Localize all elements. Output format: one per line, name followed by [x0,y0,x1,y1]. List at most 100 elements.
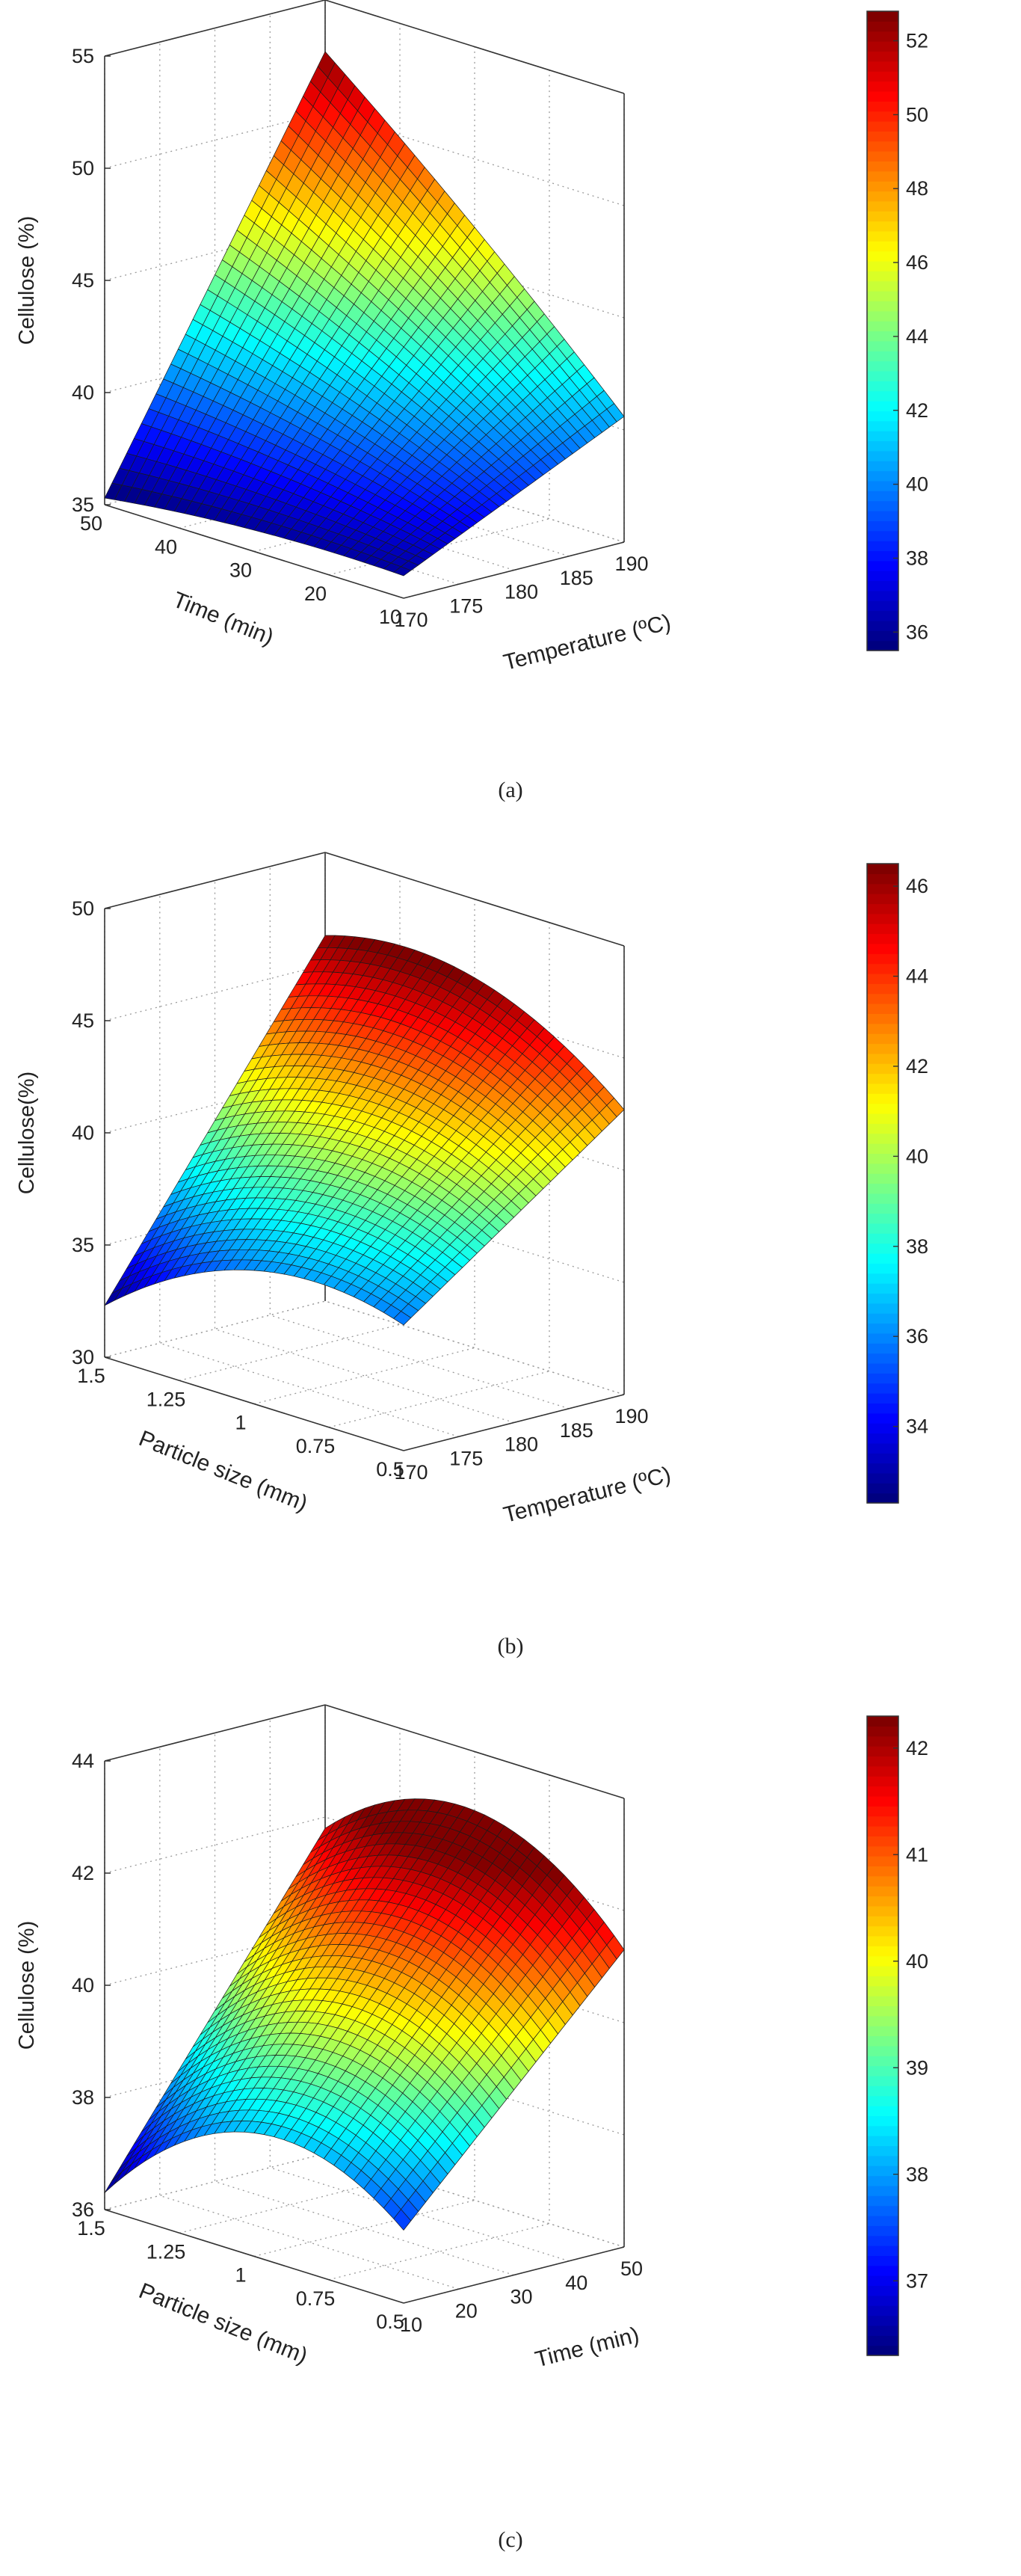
colorbar-band [867,250,898,262]
colorbar-band [867,221,898,232]
x-tick-label: 170 [394,1461,428,1484]
colorbar-tick-label: 40 [906,473,928,496]
colorbar-tick-label: 52 [906,30,928,52]
colorbar-band [867,2185,898,2196]
colorbar-band [867,983,898,995]
colorbar-band [867,1472,898,1484]
colorbar-band [867,541,898,552]
surface-plot-svg: 36 38 40 42 44 10 20 30 40 50 0.5 0.75 1 1.25 1.5 Cellu… [15,1704,928,2372]
colorbar-band [867,491,898,502]
x-tick-label: 40 [565,2272,587,2294]
colorbar-band [867,1023,898,1034]
colorbar-band [867,420,898,431]
colorbar-band [867,2275,898,2287]
colorbar-band [867,1946,898,1957]
colorbar-tick-label: 37 [906,2269,928,2292]
colorbar-band [867,1925,898,1937]
colorbar-band [867,943,898,954]
y-tick-label: 50 [80,512,102,535]
colorbar-band [867,620,898,631]
colorbar-band [867,1756,898,1767]
colorbar-band [867,2345,898,2356]
colorbar-band [867,2215,898,2226]
colorbar-band [867,2035,898,2047]
colorbar-band [867,2106,898,2116]
colorbar-band [867,370,898,381]
colorbar-band [867,1765,898,1777]
x-tick-label: 30 [510,2286,532,2308]
colorbar-band [867,81,898,92]
z-tick-label: 45 [72,269,94,292]
colorbar-band [867,1726,898,1737]
colorbar-tick-label: 42 [906,1055,928,1078]
x-tick-label: 50 [620,2257,643,2280]
z-tick-label: 35 [72,1234,94,1256]
colorbar-band [867,1093,898,1104]
colorbar-band [867,993,898,1004]
y-tick-label: 30 [229,559,252,582]
colorbar-band [867,470,898,482]
colorbar-band [867,2175,898,2186]
colorbar-band [867,1053,898,1064]
colorbar-band [867,1362,898,1374]
colorbar-band [867,21,898,32]
colorbar-band [867,903,898,914]
surface-plot-svg: 30 35 40 45 50 170 175 180 185 190 0.5 0.75 1 1.25 1.5… [15,852,928,1528]
colorbar-band [867,510,898,521]
colorbar-band [867,1203,898,1214]
colorbar-band [867,1193,898,1204]
colorbar-band [867,1886,898,1897]
surface-facet [393,2209,412,2231]
colorbar-band [867,90,898,102]
colorbar-tick-label: 42 [906,1737,928,1759]
colorbar-band [867,963,898,974]
x-tick-label: 170 [394,609,428,631]
colorbar-band [867,31,898,42]
x-gridline [269,866,570,1410]
colorbar-band [867,440,898,452]
colorbar-band [867,1996,898,2007]
y-tick-label: 1 [235,2264,246,2287]
panel-label-b: (b) [497,1634,524,1659]
colorbar-band [867,2115,898,2127]
y-tick-label: 1.5 [77,1365,105,1387]
surface-plot-svg: 35 40 45 50 55 170 175 180 185 190 10 20 30 40 50 Cellu… [15,0,928,675]
colorbar-band [867,1223,898,1234]
z-tick-label: 36 [72,2198,94,2221]
colorbar-tick-label: 44 [906,325,928,348]
colorbar-band [867,1263,898,1274]
surface-mesh [104,935,625,1326]
colorbar-band [867,120,898,132]
colorbar-band [867,1423,898,1434]
colorbar-band [867,1323,898,1334]
z-tick-label: 44 [72,1750,94,1772]
colorbar-tick-label: 36 [906,1325,928,1347]
colorbar-band [867,1795,898,1807]
colorbar-band [867,1273,898,1284]
colorbar-band [867,571,898,582]
colorbar-band [867,1836,898,1847]
z-axis-label: Cellulose(%) [15,1072,39,1194]
colorbar-tick-label: 48 [906,177,928,200]
z-tick-label: 50 [72,157,94,179]
x-gridline [214,28,514,571]
y-tick-label: 20 [304,582,327,605]
x-tick-label: 20 [455,2299,478,2322]
colorbar-tick-label: 39 [906,2056,928,2079]
surface-facet [104,2171,123,2193]
colorbar-band [867,230,898,242]
z-tick-label: 38 [72,2086,94,2109]
axis-edge [104,1704,326,1762]
colorbar-band [867,640,898,651]
colorbar-band [867,271,898,282]
colorbar-band [867,1403,898,1414]
axis-edge [104,852,326,909]
colorbar-band [867,41,898,52]
colorbar-band [867,2165,898,2177]
y-tick-label: 1.5 [77,2217,105,2240]
colorbar-tick-label: 46 [906,251,928,274]
x-gridline [214,1733,514,2276]
y-tick-label: 1.25 [146,1388,186,1410]
colorbar-band [867,1746,898,1757]
colorbar-band [867,1253,898,1264]
